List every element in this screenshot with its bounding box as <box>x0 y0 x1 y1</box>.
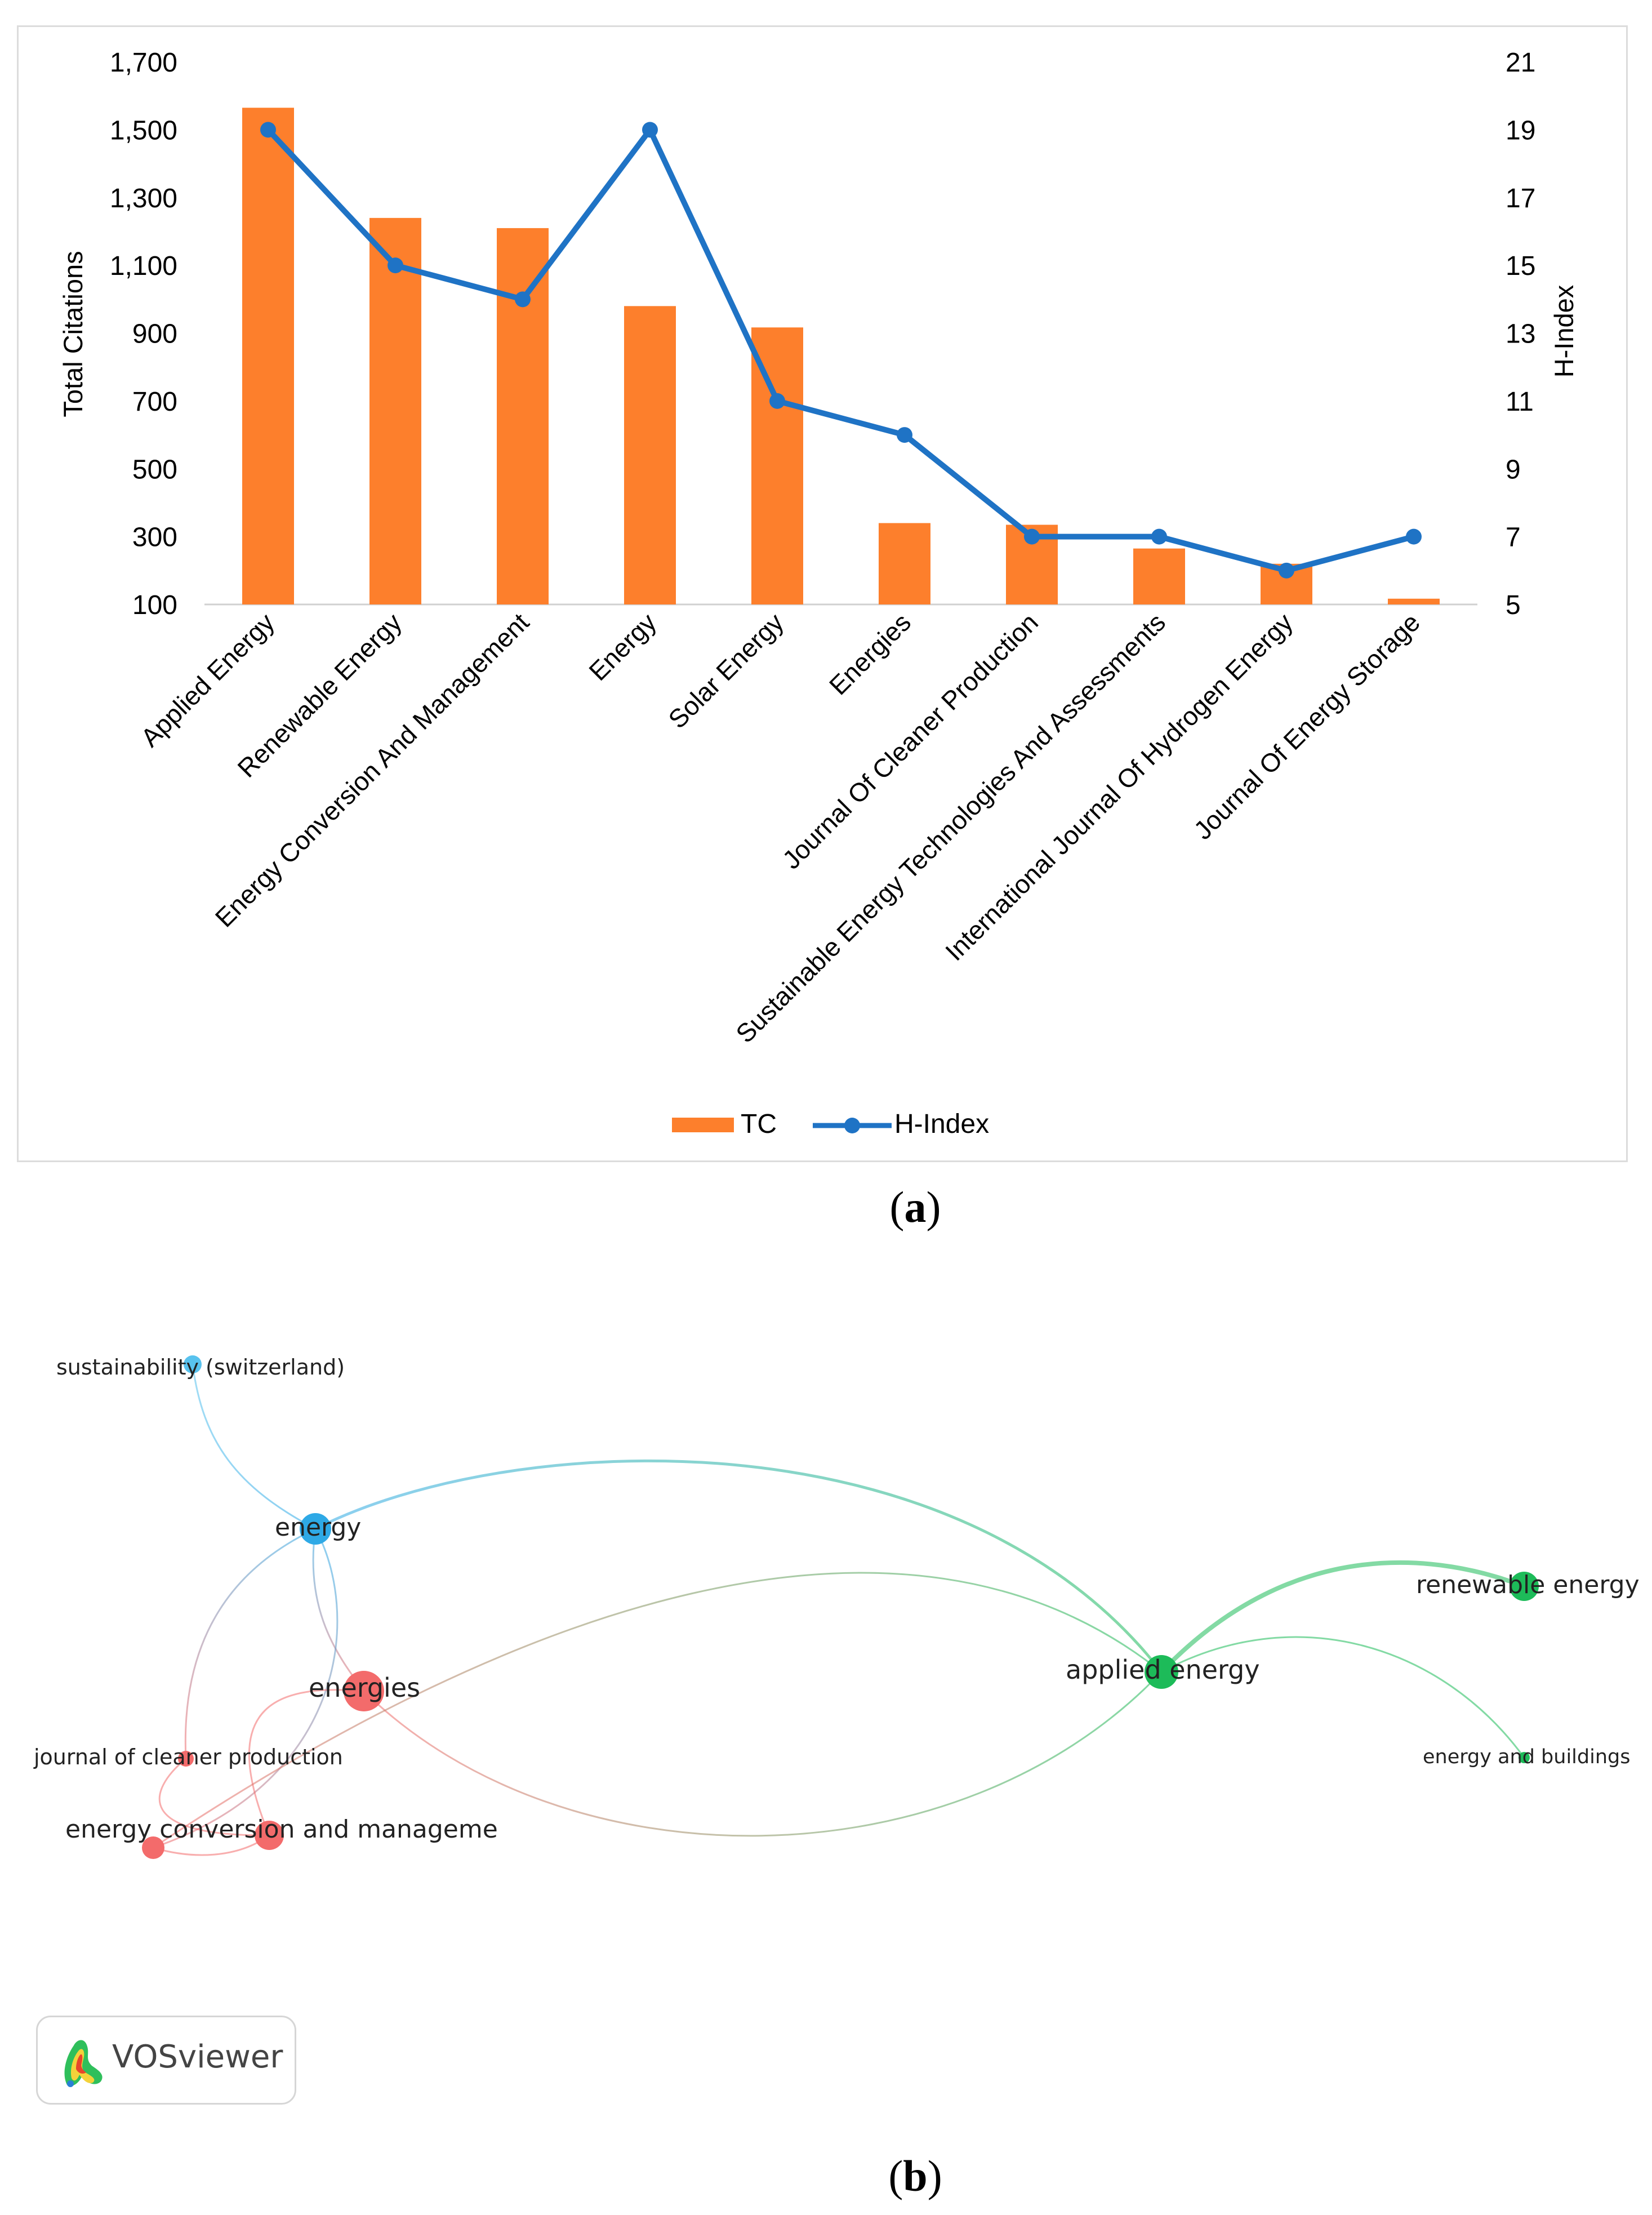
h-index-point-1 <box>388 257 403 274</box>
network-node-energy[interactable] <box>300 1513 331 1545</box>
x-category-label: Sustainable Energy Technologies And Asse… <box>730 607 1171 1048</box>
network-edges <box>153 1364 1525 1856</box>
x-category-label: Energies <box>823 607 916 700</box>
h-index-point-9 <box>1406 528 1422 545</box>
y2-tick-label: 17 <box>1506 184 1535 214</box>
y-axis-title: Total Citations <box>58 251 88 417</box>
network-label-buildings: energy and buildings <box>1423 1746 1630 1768</box>
y2-tick-label: 15 <box>1506 251 1535 281</box>
legend-h-label: H-Index <box>894 1109 989 1139</box>
citation-chart: 100 300 500 700 900 1,100 1,300 1,500 1,700 5 7 9 1… <box>58 48 1579 1139</box>
network-label-renewable: renewable energy <box>1416 1571 1640 1599</box>
x-category-label: Journal Of Cleaner Production <box>777 607 1044 874</box>
network-label-energies: energies <box>309 1673 420 1703</box>
h-index-line <box>260 122 1422 579</box>
network-node-jcp[interactable] <box>178 1751 194 1767</box>
vosviewer-logo: VOSviewer <box>36 2016 296 2105</box>
network-node-ecm2[interactable] <box>255 1821 284 1850</box>
y2-tick-label: 21 <box>1506 48 1535 78</box>
network-labels: sustainability (switzerland) energy energi… <box>33 1355 1640 1844</box>
network-edge <box>184 1528 316 1759</box>
network-node-energies[interactable] <box>344 1671 384 1711</box>
h-index-point-5 <box>897 427 912 443</box>
y-tick-label: 900 <box>132 319 177 349</box>
network-edge <box>153 1528 339 1849</box>
bar-1 <box>369 217 421 604</box>
y2-tick-label: 13 <box>1506 319 1535 349</box>
y-tick-label: 700 <box>132 387 177 417</box>
bar-3 <box>624 306 676 604</box>
legend-h-marker <box>844 1118 860 1133</box>
left-axis-ticks: 100 300 500 700 900 1,100 1,300 1,500 1,700 <box>110 48 177 620</box>
h-index-point-8 <box>1279 562 1294 579</box>
legend: TC H-Index <box>672 1109 989 1139</box>
network-edge <box>248 1689 364 1836</box>
y2-tick-label: 9 <box>1506 455 1521 484</box>
bar-0 <box>242 108 294 605</box>
h-index-point-2 <box>515 291 531 308</box>
y-tick-label: 1,300 <box>110 184 177 214</box>
network-label-jcp: journal of cleaner production <box>33 1745 343 1769</box>
network-edge <box>1161 1636 1525 1758</box>
chart-panel: 100 300 500 700 900 1,100 1,300 1,500 1,700 5 7 9 1… <box>17 25 1628 1162</box>
y-tick-label: 1,500 <box>110 115 177 145</box>
h-index-point-4 <box>769 393 785 409</box>
vosviewer-logo-icon <box>64 2040 103 2087</box>
y2-tick-label: 11 <box>1506 387 1534 417</box>
caption-b-letter: b <box>903 2151 928 2200</box>
network-node-sustainability[interactable] <box>184 1355 202 1373</box>
bar-4 <box>751 327 803 604</box>
h-index-point-0 <box>260 122 276 138</box>
x-category-label: Solar Energy <box>662 607 789 734</box>
network-edge <box>314 1459 1163 1673</box>
journal-network: sustainability (switzerland) energy energi… <box>33 1355 1640 1859</box>
y-tick-label: 1,100 <box>110 251 177 281</box>
network-node-ecm[interactable] <box>142 1836 164 1859</box>
caption-a: (a) <box>889 1182 941 1231</box>
right-axis-ticks: 5 7 9 11 13 15 17 19 21 <box>1506 48 1535 620</box>
network-label-applied: applied energy <box>1066 1654 1260 1685</box>
network-node-renewable[interactable] <box>1509 1572 1539 1601</box>
y2-tick-label: 7 <box>1506 523 1521 553</box>
caption-a-letter: a <box>904 1182 927 1231</box>
y2-tick-label: 5 <box>1506 590 1521 620</box>
bar-7 <box>1133 548 1185 604</box>
caption-b: (b) <box>888 2151 942 2200</box>
network-label-sustainability: sustainability (switzerland) <box>56 1355 345 1380</box>
h-index-point-6 <box>1024 528 1040 545</box>
vosviewer-logo-text: VOSviewer <box>112 2039 283 2075</box>
y-tick-label: 100 <box>132 590 177 620</box>
x-category-label: Energy <box>583 607 662 686</box>
h-index-point-3 <box>642 122 658 138</box>
network-edge <box>153 1572 1162 1849</box>
x-category-label: Applied Energy <box>135 607 280 752</box>
network-edge <box>192 1364 316 1530</box>
y2-axis-title: H-Index <box>1549 285 1579 378</box>
bar-9 <box>1388 598 1440 604</box>
network-edge <box>363 1671 1163 1837</box>
legend-tc-label: TC <box>741 1109 777 1139</box>
network-label-ecm: energy conversion and manageme <box>65 1815 498 1844</box>
h-index-polyline <box>266 127 1415 573</box>
h-index-point-7 <box>1151 528 1167 545</box>
bar-5 <box>879 523 930 604</box>
network-edge <box>158 1758 270 1836</box>
bar-2 <box>497 228 549 604</box>
y2-tick-label: 19 <box>1506 115 1535 145</box>
network-node-buildings[interactable] <box>1519 1752 1530 1763</box>
tc-bars <box>242 108 1440 605</box>
y-tick-label: 300 <box>132 523 177 553</box>
network-nodes <box>142 1355 1539 1859</box>
y-tick-label: 1,700 <box>110 48 177 78</box>
network-node-applied[interactable] <box>1145 1655 1178 1689</box>
network-edge <box>312 1528 365 1692</box>
y-tick-label: 500 <box>132 455 177 484</box>
network-label-energy: energy <box>275 1513 361 1542</box>
x-category-label: Journal Of Energy Storage <box>1188 607 1426 845</box>
network-edge <box>1160 1560 1525 1674</box>
legend-tc-swatch <box>672 1118 734 1132</box>
